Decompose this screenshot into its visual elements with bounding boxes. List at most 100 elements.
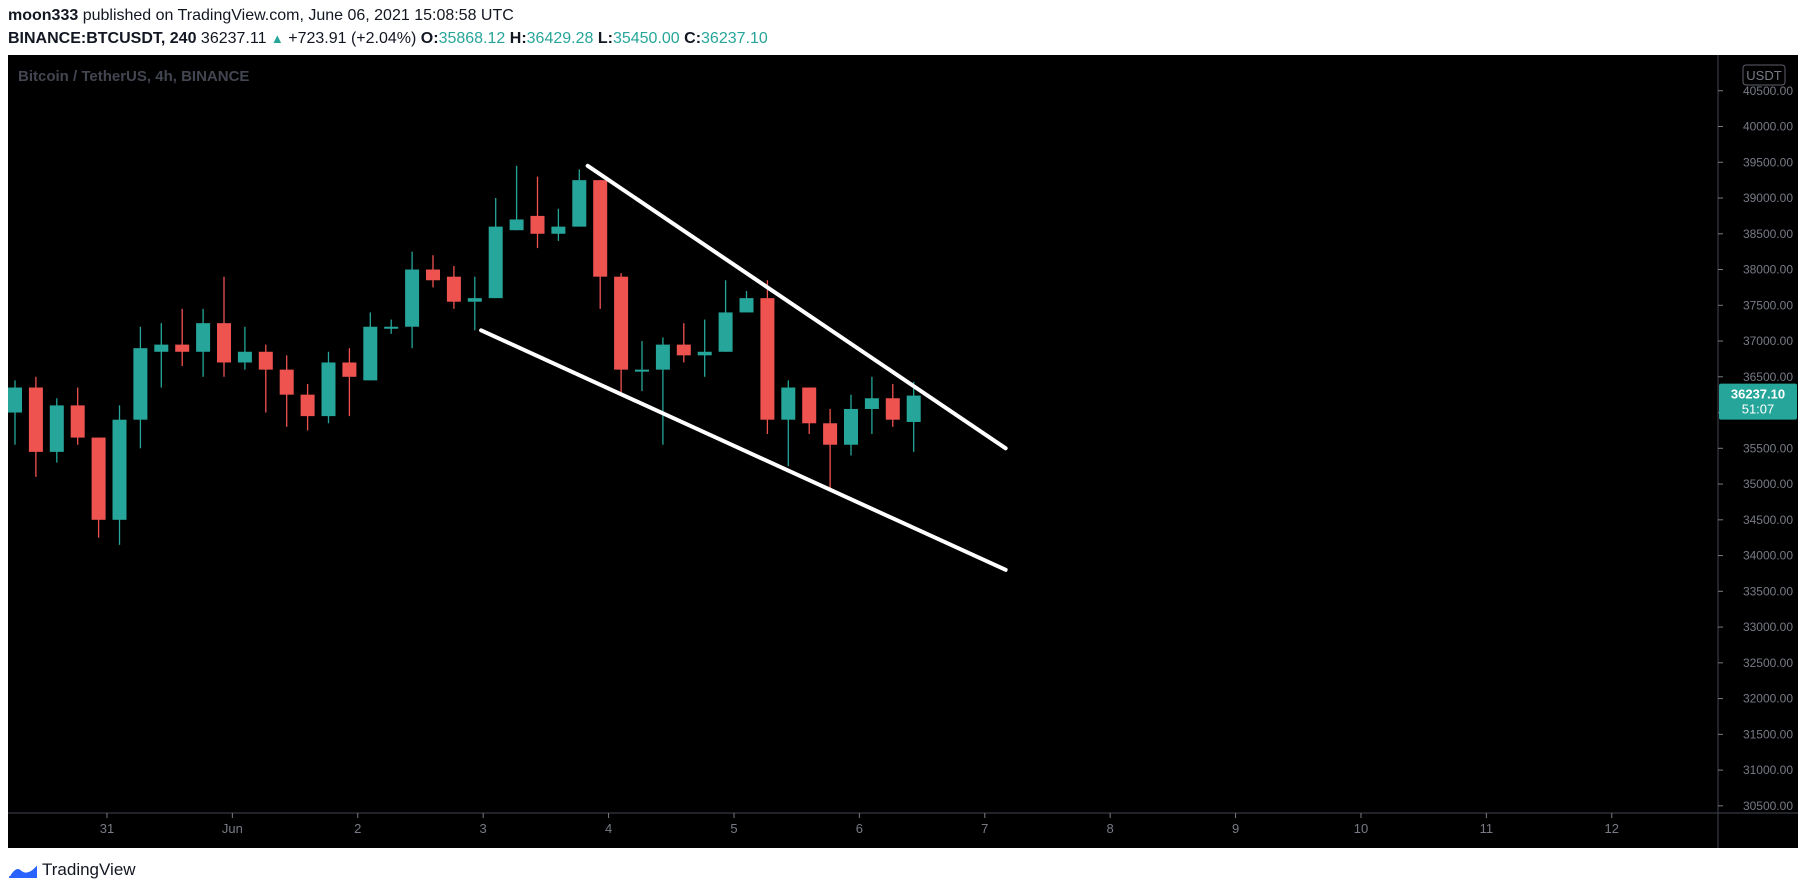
candle — [91, 437, 106, 538]
time-tick-label: 10 — [1354, 821, 1368, 836]
candles-group — [8, 165, 921, 545]
candle — [676, 323, 691, 363]
time-tick-label: 4 — [605, 821, 612, 836]
candle — [49, 398, 64, 463]
candle — [509, 165, 524, 231]
trendline[interactable] — [479, 328, 1008, 572]
open-value: 35868.12 — [438, 30, 506, 47]
candle-body — [802, 387, 817, 424]
price-tick-label: 31000.00 — [1743, 763, 1793, 777]
candle-body — [196, 323, 211, 352]
candle — [154, 323, 169, 388]
time-tick-label: 3 — [480, 821, 487, 836]
candle-body — [467, 298, 482, 302]
currency-badge[interactable]: USDT — [1746, 68, 1781, 83]
candle — [906, 381, 921, 452]
candle — [467, 276, 482, 331]
candle-body — [405, 269, 420, 327]
time-tick-label: 9 — [1232, 821, 1239, 836]
time-tick-label: 7 — [981, 821, 988, 836]
candle — [279, 355, 294, 427]
candle-body — [154, 344, 169, 352]
chart-background — [8, 55, 1798, 848]
candlestick-chart[interactable]: 30500.00 31000.00 31500.00 32000.00 32500.00… — [8, 55, 1798, 848]
time-axis[interactable]: 31 Jun 2 3 4 5 6 7 8 9 10 11 12 — [100, 813, 1619, 836]
candle-body — [864, 398, 879, 409]
candle — [844, 394, 858, 456]
candle — [446, 265, 461, 309]
candle-body — [217, 323, 231, 363]
price-tick-label: 40000.00 — [1743, 120, 1793, 134]
candle-body — [28, 387, 43, 452]
time-tick-label: 2 — [354, 821, 361, 836]
candle-body — [175, 344, 190, 352]
candle-body — [593, 180, 608, 277]
candle — [718, 280, 733, 352]
high-value: 36429.28 — [526, 30, 594, 47]
candle — [70, 387, 85, 445]
time-tick-label: 11 — [1480, 821, 1494, 836]
trendlines-group — [479, 163, 1008, 572]
candle-body — [342, 362, 357, 377]
candle — [321, 351, 336, 424]
candle-body — [718, 312, 733, 352]
candle — [426, 255, 440, 288]
last-price-tag-value: 36237.10 — [1731, 387, 1785, 402]
price-tick-label: 39500.00 — [1743, 155, 1793, 169]
last-price: 36237.11 — [200, 30, 267, 47]
candle-body — [8, 387, 22, 413]
candle-body — [237, 351, 252, 363]
price-axis[interactable]: 30500.00 31000.00 31500.00 32000.00 32500.00… — [1718, 84, 1793, 813]
candle — [781, 380, 796, 467]
price-tick-label: 32500.00 — [1743, 656, 1793, 670]
time-tick-label: 6 — [856, 821, 863, 836]
candle-body — [760, 298, 775, 420]
candle — [864, 376, 879, 434]
published-text: published on TradingView.com, June 06, 2… — [82, 7, 514, 24]
time-tick-label: 31 — [100, 821, 114, 836]
candle-body — [279, 369, 294, 395]
candle — [739, 290, 754, 313]
candle — [133, 326, 148, 449]
candle — [28, 376, 43, 477]
candle — [112, 405, 127, 545]
price-tick-label: 40500.00 — [1743, 84, 1793, 98]
trendline[interactable] — [585, 163, 1008, 451]
candle-body — [363, 326, 378, 381]
candle-body — [426, 269, 440, 281]
candle-body — [655, 344, 670, 370]
candle-body — [321, 362, 336, 417]
candle-body — [446, 276, 461, 302]
candle — [258, 344, 273, 413]
candle — [300, 383, 315, 431]
candle — [8, 380, 22, 445]
publish-info: moon333 published on TradingView.com, Ju… — [8, 7, 514, 25]
candle-body — [300, 394, 315, 417]
price-tick-label: 34000.00 — [1743, 549, 1793, 563]
candle — [635, 341, 649, 392]
candle — [802, 387, 817, 434]
price-tick-label: 33000.00 — [1743, 620, 1793, 634]
open-label: O: — [420, 30, 439, 47]
candle-body — [70, 405, 85, 438]
candle — [697, 319, 712, 377]
candle-body — [781, 387, 796, 420]
symbol-info: BINANCE:BTCUSDT, 240 36237.11 ▲ +723.91 … — [8, 30, 768, 48]
candle-body — [133, 348, 148, 420]
tradingview-logo-icon — [8, 863, 38, 878]
candle — [530, 176, 545, 249]
price-tick-label: 35000.00 — [1743, 477, 1793, 491]
candle — [342, 348, 357, 417]
footer-brand[interactable]: TradingView — [8, 860, 136, 880]
last-price-tag-box — [1719, 383, 1797, 420]
price-tick-label: 31500.00 — [1743, 727, 1793, 741]
price-tick-label: 33500.00 — [1743, 584, 1793, 598]
candle-body — [697, 351, 712, 356]
price-change: +723.91 (+2.04%) — [288, 30, 417, 47]
author-name[interactable]: moon333 — [8, 7, 79, 24]
candle — [614, 273, 629, 395]
candle-body — [112, 419, 127, 520]
time-tick-label: 8 — [1107, 821, 1114, 836]
candle-body — [488, 226, 503, 299]
last-price-tag-countdown: 51:07 — [1742, 402, 1775, 417]
